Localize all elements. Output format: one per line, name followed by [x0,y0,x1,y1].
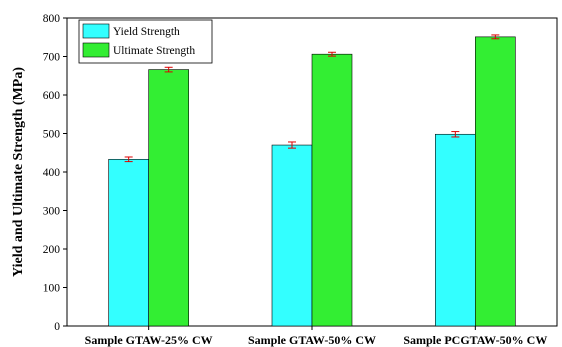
y-tick-label: 800 [43,13,61,25]
y-tick-label: 0 [54,321,60,333]
legend: Yield Strength Ultimate Strength [78,19,213,64]
legend-label-ultimate-strength: Ultimate Strength [113,45,195,57]
bar-ultimate-strength [148,69,189,327]
y-tick-label: 600 [43,90,61,102]
y-axis-ticks: 0 100 200 300 400 500 600 700 800 [43,13,67,333]
x-category-label: Sample PCGTAW-50% CW [403,333,547,347]
y-tick-label: 400 [43,167,61,179]
y-tick-label: 100 [43,283,61,295]
x-category-label: Sample GTAW-25% CW [85,333,213,347]
bar-yield-strength [435,133,476,327]
bars [108,36,516,327]
bar-ultimate-strength [311,53,353,327]
bar-ultimate-strength [475,36,516,327]
error-bars [124,34,500,163]
legend-label-yield-strength: Yield Strength [113,26,180,38]
legend-swatch-yield-strength [82,23,110,39]
legend-swatch-ultimate-strength [82,42,110,58]
y-axis-title: Yield and Ultimate Strength (MPa) [11,67,26,277]
y-tick-label: 300 [43,206,61,218]
bar-yield-strength [271,144,313,327]
x-axis-ticks: Sample GTAW-25% CW Sample GTAW-50% CW Samp… [85,326,547,347]
y-tick-label: 200 [43,244,61,256]
y-tick-label: 500 [43,129,61,141]
x-category-label: Sample GTAW-50% CW [248,333,376,347]
y-tick-label: 700 [43,52,61,64]
bar-yield-strength [108,158,149,327]
